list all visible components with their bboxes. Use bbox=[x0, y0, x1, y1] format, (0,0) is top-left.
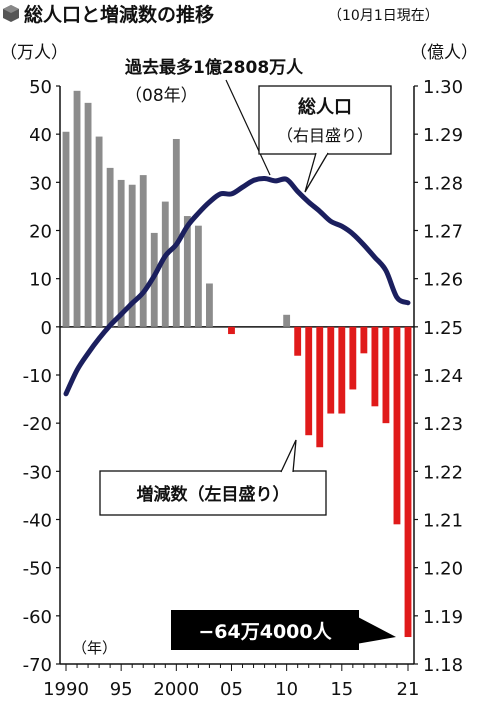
increase-bar bbox=[117, 179, 125, 327]
population-label-axis: （右目盛り） bbox=[277, 126, 373, 145]
increase-bar bbox=[205, 283, 213, 327]
left-tick-label: 50 bbox=[29, 77, 52, 98]
x-tick-label: 21 bbox=[397, 679, 420, 700]
population-label-title: 総人口 bbox=[298, 96, 352, 118]
decrease-bar bbox=[294, 326, 302, 356]
left-tick-label: -70 bbox=[23, 655, 52, 676]
increase-bar bbox=[183, 216, 191, 327]
decrease-bar bbox=[228, 326, 235, 335]
left-tick-label: 30 bbox=[29, 173, 52, 194]
right-tick-label: 1.27 bbox=[423, 222, 463, 243]
x-tick-label: 15 bbox=[330, 679, 353, 700]
right-tick-label: 1.18 bbox=[423, 655, 463, 676]
decrease-bar bbox=[349, 326, 357, 390]
change-label-box bbox=[99, 470, 327, 516]
population-line bbox=[63, 175, 411, 397]
x-tick-label: 05 bbox=[220, 679, 243, 700]
right-tick-label: 1.25 bbox=[423, 318, 463, 339]
final-callout-pointer bbox=[356, 616, 396, 644]
right-tick-label: 1.28 bbox=[423, 173, 463, 194]
population-label-box bbox=[258, 85, 392, 155]
right-tick-label: 1.19 bbox=[423, 607, 463, 628]
change-label-text: 増減数（左目盛り） bbox=[137, 484, 290, 505]
axes: 50 40 30 20 10 0 -10 -20 -30 -40 -50 -60 -70 1.30 1.29… bbox=[23, 77, 463, 700]
population-label: 総人口 （右目盛り） bbox=[258, 85, 392, 193]
right-tick-label: 1.29 bbox=[423, 125, 463, 146]
left-tick-label: -40 bbox=[23, 511, 52, 532]
decrease-bar bbox=[305, 326, 313, 436]
left-tick-label: 10 bbox=[29, 270, 52, 291]
year-unit-label: （年） bbox=[72, 639, 117, 657]
increase-bar bbox=[172, 138, 180, 327]
x-tick-label: 2000 bbox=[153, 679, 199, 700]
decrease-bar bbox=[338, 326, 346, 414]
population-line-group bbox=[63, 175, 411, 397]
right-axis-unit: （億人） bbox=[410, 43, 478, 63]
decrease-bar bbox=[404, 326, 412, 638]
peak-callout-year: （08年） bbox=[125, 86, 198, 106]
decrease-bar bbox=[327, 326, 335, 414]
change-label: 増減数（左目盛り） bbox=[99, 439, 327, 516]
right-tick-label: 1.21 bbox=[423, 511, 463, 532]
change-label-pointer bbox=[280, 439, 297, 473]
left-tick-label: 20 bbox=[29, 222, 52, 243]
x-tick-label: 95 bbox=[110, 679, 133, 700]
right-tick-label: 1.20 bbox=[423, 559, 463, 580]
left-tick-label: 0 bbox=[41, 318, 52, 339]
left-tick-label: -30 bbox=[23, 462, 52, 483]
final-callout: −64万4000人 bbox=[171, 610, 396, 650]
chart-title: 総人口と増減数の推移 bbox=[24, 3, 214, 26]
change-bars bbox=[62, 90, 412, 638]
x-tick-label: 10 bbox=[275, 679, 298, 700]
right-tick-label: 1.23 bbox=[423, 414, 463, 435]
peak-callout-leader bbox=[225, 79, 271, 176]
right-tick-label: 1.24 bbox=[423, 366, 463, 387]
right-tick-label: 1.30 bbox=[423, 77, 463, 98]
left-tick-label: 40 bbox=[29, 125, 52, 146]
x-tick-label: 1990 bbox=[43, 679, 89, 700]
decrease-bar bbox=[382, 326, 390, 424]
increase-bar bbox=[62, 131, 70, 327]
increase-bar bbox=[84, 102, 92, 327]
increase-bar bbox=[73, 90, 81, 327]
decrease-bar bbox=[371, 326, 379, 407]
left-tick-label: -60 bbox=[23, 607, 52, 628]
increase-bar bbox=[161, 201, 169, 327]
increase-bar bbox=[139, 175, 147, 327]
decrease-bar bbox=[360, 326, 368, 354]
final-callout-text: −64万4000人 bbox=[198, 621, 332, 643]
chart-subtitle: （10月1日現在） bbox=[328, 8, 439, 24]
right-tick-label: 1.26 bbox=[423, 270, 463, 291]
left-tick-label: -50 bbox=[23, 559, 52, 580]
increase-bar bbox=[128, 184, 136, 327]
left-tick-label: -20 bbox=[23, 414, 52, 435]
peak-callout-text: 過去最多1億2808万人 bbox=[125, 57, 304, 78]
title-group: 総人口と増減数の推移 （10月1日現在） bbox=[3, 3, 439, 26]
left-tick-label: -10 bbox=[23, 366, 52, 387]
left-axis-unit: （万人） bbox=[0, 43, 68, 63]
peak-callout: 過去最多1億2808万人 （08年） bbox=[125, 57, 304, 176]
increase-bar bbox=[95, 136, 103, 327]
right-tick-label: 1.22 bbox=[423, 462, 463, 483]
increase-bar bbox=[283, 314, 291, 327]
cube-icon-top bbox=[3, 5, 19, 13]
increase-bar bbox=[106, 167, 114, 327]
population-label-pointer bbox=[304, 152, 329, 193]
final-callout-box bbox=[171, 610, 359, 650]
decrease-bar bbox=[393, 326, 401, 525]
decrease-bar bbox=[316, 326, 324, 448]
increase-bar bbox=[194, 225, 202, 327]
